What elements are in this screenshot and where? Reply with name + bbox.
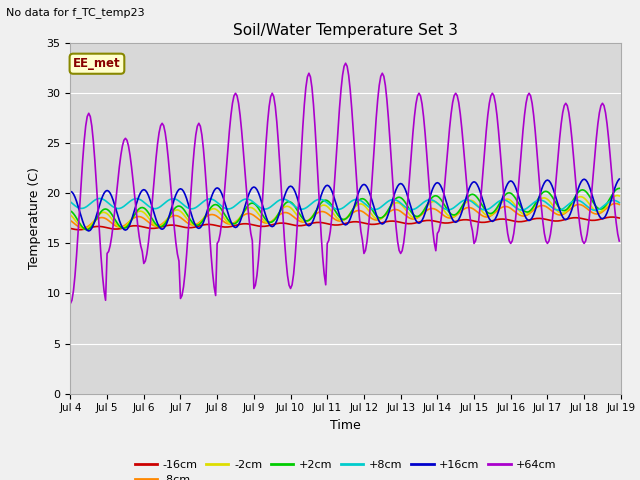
-16cm (586, 217, 594, 223)
+2cm (83, 227, 91, 233)
Line: -2cm: -2cm (70, 195, 620, 229)
-2cm (259, 217, 267, 223)
X-axis label: Time: Time (330, 419, 361, 432)
+2cm (586, 194, 594, 200)
+8cm (250, 200, 258, 205)
-8cm (232, 219, 239, 225)
-2cm (616, 193, 623, 199)
-8cm (308, 215, 316, 220)
+16cm (67, 189, 74, 194)
-8cm (612, 201, 620, 206)
-8cm (136, 214, 143, 219)
Line: +16cm: +16cm (70, 179, 620, 231)
-2cm (250, 206, 258, 212)
+16cm (136, 193, 143, 199)
-2cm (308, 214, 316, 220)
-16cm (308, 220, 316, 226)
Line: +8cm: +8cm (70, 199, 620, 210)
-2cm (82, 226, 90, 232)
Line: -8cm: -8cm (70, 204, 620, 228)
+16cm (259, 204, 267, 210)
+2cm (259, 213, 267, 219)
-16cm (259, 224, 267, 229)
+64cm (248, 238, 256, 244)
+16cm (250, 184, 258, 190)
+2cm (232, 220, 239, 226)
+64cm (230, 93, 238, 99)
Text: EE_met: EE_met (73, 57, 121, 70)
-8cm (250, 213, 258, 218)
+64cm (616, 238, 623, 244)
+8cm (67, 199, 74, 204)
-16cm (136, 223, 143, 229)
+8cm (308, 200, 316, 206)
+16cm (586, 186, 594, 192)
Text: No data for f_TC_temp23: No data for f_TC_temp23 (6, 7, 145, 18)
+16cm (616, 176, 623, 182)
-2cm (586, 202, 594, 208)
+2cm (67, 208, 74, 214)
+8cm (232, 203, 239, 208)
+16cm (85, 228, 93, 234)
+16cm (232, 225, 239, 230)
-8cm (259, 219, 267, 225)
+8cm (591, 207, 598, 213)
+16cm (308, 220, 316, 226)
-16cm (67, 226, 74, 231)
-8cm (616, 202, 623, 207)
+64cm (307, 74, 314, 80)
-16cm (608, 214, 616, 220)
Legend: -16cm, -8cm, -2cm, +2cm, +8cm, +16cm, +64cm: -16cm, -8cm, -2cm, +2cm, +8cm, +16cm, +6… (130, 455, 561, 480)
+64cm (67, 300, 74, 306)
-16cm (76, 227, 83, 233)
+64cm (342, 60, 349, 66)
Line: -16cm: -16cm (70, 217, 620, 230)
+8cm (259, 206, 267, 212)
Line: +64cm: +64cm (70, 63, 620, 303)
-8cm (67, 217, 74, 223)
Y-axis label: Temperature (C): Temperature (C) (28, 168, 41, 269)
+64cm (134, 222, 141, 228)
-16cm (232, 223, 239, 228)
-8cm (79, 225, 86, 231)
-2cm (614, 192, 621, 198)
+2cm (250, 201, 258, 206)
+8cm (136, 196, 143, 202)
+2cm (308, 215, 316, 220)
-2cm (232, 219, 239, 225)
+64cm (258, 213, 266, 219)
+64cm (586, 205, 594, 211)
-8cm (586, 208, 594, 214)
Title: Soil/Water Temperature Set 3: Soil/Water Temperature Set 3 (233, 23, 458, 38)
-2cm (136, 208, 143, 214)
+8cm (95, 196, 103, 202)
-16cm (250, 222, 258, 228)
+2cm (136, 206, 143, 212)
-16cm (616, 215, 623, 221)
+2cm (616, 185, 623, 191)
+8cm (616, 200, 623, 205)
-2cm (67, 212, 74, 218)
+8cm (586, 206, 594, 212)
Line: +2cm: +2cm (70, 188, 620, 230)
